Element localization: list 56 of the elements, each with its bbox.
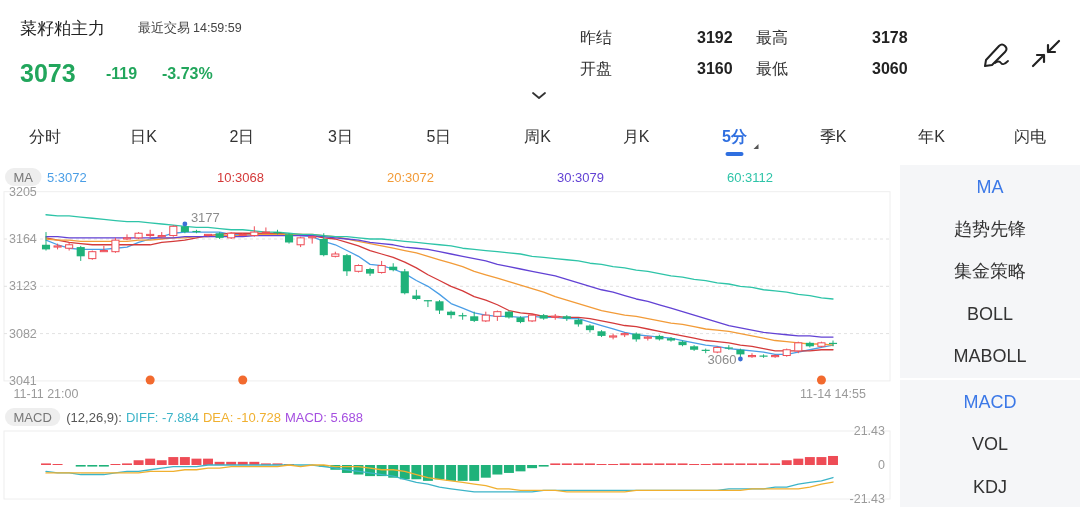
text: 10:3068: [217, 169, 264, 185]
y-tick-label: 3164: [9, 232, 37, 246]
text: BOLL: [966, 304, 1014, 324]
text: KDJ: [972, 477, 1008, 497]
y-tick-label: 3205: [9, 184, 37, 199]
text: 集金策略: [954, 261, 1026, 281]
text: 日K: [130, 127, 158, 145]
text: 3160: [697, 59, 733, 77]
text: 3192: [697, 28, 733, 46]
text: 5:3072: [47, 169, 87, 185]
text: 年K: [918, 127, 946, 145]
text: 3178: [872, 28, 908, 46]
text: 最高: [756, 28, 788, 46]
y-tick-label: -21.43: [849, 492, 886, 506]
legend-title: MACD: [13, 409, 52, 425]
text: -119: [106, 64, 138, 82]
text: MABOLL: [953, 346, 1027, 366]
text: 开盘: [580, 59, 612, 77]
text: 菜籽粕主力: [20, 19, 105, 37]
text: MACD: 5.688: [284, 409, 363, 425]
text: 5分: [722, 127, 748, 145]
x-tick-label: 11-11 21:00: [13, 386, 79, 401]
text: 3日: [328, 127, 353, 145]
text: 2日: [229, 127, 255, 145]
text: MA: [976, 177, 1004, 197]
text: 3073: [20, 59, 76, 87]
text: 30:3079: [557, 169, 604, 185]
text: DEA: -10.728: [202, 409, 281, 425]
text: 周K: [524, 127, 552, 145]
text: 闪电: [1014, 127, 1046, 145]
text: 最近交易: [138, 20, 190, 35]
text: 分时: [29, 127, 61, 145]
text: -3.73%: [162, 64, 213, 82]
text: 昨结: [580, 28, 612, 46]
legend-title: MA: [13, 169, 34, 185]
y-tick-label: 0: [878, 458, 886, 472]
text: 14:59:59: [193, 21, 242, 35]
y-tick-label: 3123: [9, 279, 37, 294]
text: 5日: [426, 127, 452, 145]
annotation: 3177: [190, 209, 220, 225]
y-tick-label: 3082: [9, 326, 37, 341]
y-tick-label: 21.43: [853, 424, 886, 438]
text: VOL: [971, 434, 1009, 454]
text: 20:3072: [387, 169, 434, 185]
text: 60:3112: [727, 169, 774, 185]
y-tick-label: 3041: [9, 373, 37, 388]
text: 3060: [872, 59, 908, 77]
annotation: 3060: [707, 352, 737, 368]
x-tick-label: 11-14 14:55: [800, 386, 866, 401]
text: 季K: [819, 127, 847, 145]
text: 最低: [756, 59, 788, 77]
text: 趋势先锋: [954, 219, 1026, 239]
text: (12,26,9):: [66, 409, 122, 425]
text: 月K: [622, 127, 650, 145]
text: MACD: [963, 392, 1017, 412]
text: DIFF: -7.884: [125, 409, 199, 425]
